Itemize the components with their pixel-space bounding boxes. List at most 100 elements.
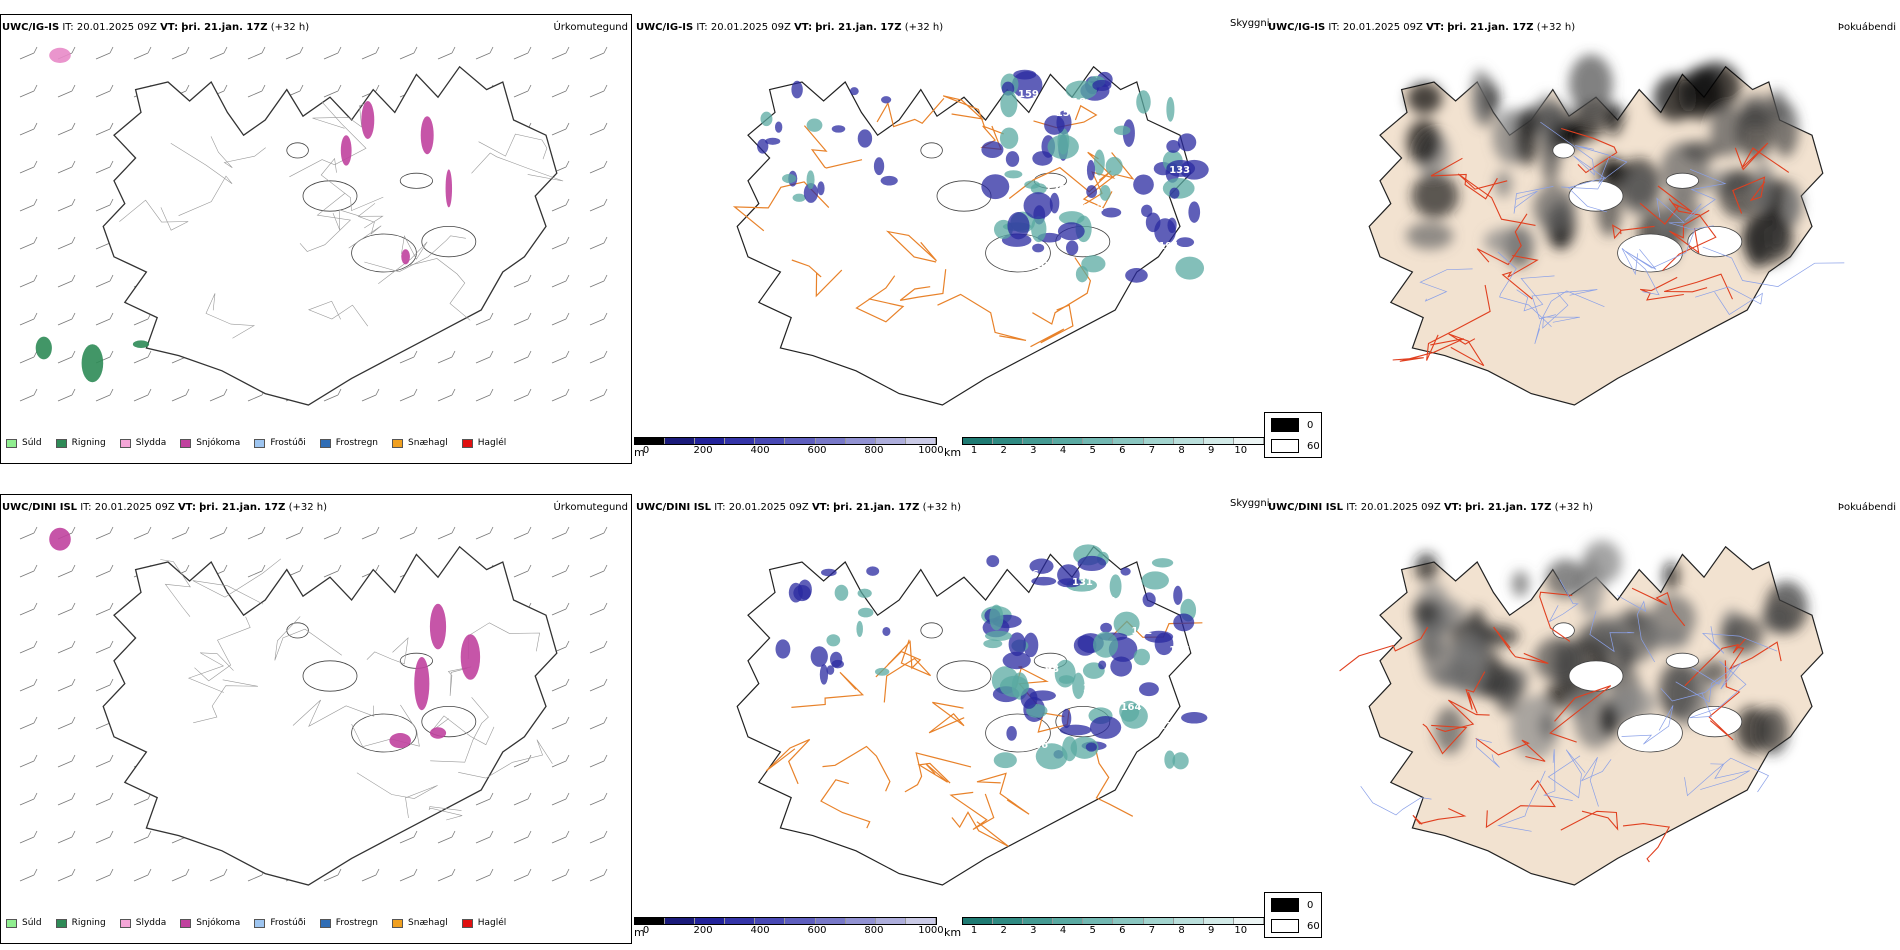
- wind-barb: [323, 532, 339, 540]
- legend-item: Frostregn: [319, 918, 378, 928]
- wind-barb: [513, 836, 529, 844]
- precip-area: [445, 169, 453, 208]
- cloudbase-value-label: 18: [1072, 97, 1086, 108]
- legend-label: Haglél: [477, 438, 507, 448]
- legend-label: Frostregn: [335, 438, 379, 448]
- colorbar-tick-label: 6: [1119, 445, 1126, 456]
- colorbar-cell: [635, 438, 666, 444]
- colorbar-cell: [875, 438, 906, 444]
- precip-map-top: [19, 46, 608, 406]
- wind-barb: [95, 646, 111, 654]
- cloudbase-value-label: 13: [1158, 721, 1172, 732]
- wind-barb: [399, 52, 415, 60]
- wind-barb: [589, 166, 605, 174]
- wind-barb: [19, 280, 35, 288]
- fog-map-bottom: [1339, 540, 1824, 886]
- colorbar-tick-label: 1000: [918, 925, 944, 936]
- coastline: [736, 545, 1192, 886]
- wind-barb: [133, 836, 149, 844]
- valid-label: VT:: [811, 502, 830, 513]
- wind-barb: [95, 874, 111, 882]
- cloudbase-value-label: 62: [942, 858, 956, 869]
- panel-label-cloud-top: Skyggni: [1230, 18, 1270, 29]
- wind-barb: [589, 394, 605, 402]
- wind-barb: [551, 722, 567, 730]
- panel-title-cloud-bottom: UWC/DINI ISL IT: 20.01.2025 09Z VT: þri.…: [636, 502, 961, 513]
- iceland-map: [19, 526, 608, 886]
- coastline: [102, 65, 558, 406]
- wind-barb: [551, 608, 567, 616]
- fog-panel-bottom: [1266, 494, 1900, 944]
- cloudbase-colorbar-top: 0 200 400 600 800 1000: [634, 437, 944, 457]
- fog-legend-row: 0: [1271, 418, 1313, 432]
- colorbar-cell: [845, 918, 876, 924]
- wind-barb: [513, 532, 529, 540]
- legend-label: Frostúði: [270, 438, 306, 448]
- valid-label: VT:: [794, 22, 813, 33]
- wind-barb: [19, 318, 35, 326]
- wind-barb: [57, 318, 73, 326]
- colorbar-tick-label: 600: [807, 445, 827, 456]
- wind-barb: [437, 532, 453, 540]
- colorbar-tick-label: 7: [1148, 925, 1156, 936]
- wind-barb: [513, 874, 529, 882]
- fog-legend-top: 0 60: [1264, 412, 1322, 458]
- model-name: UWC/DINI ISL: [636, 502, 712, 513]
- colorbar-cell: [815, 438, 846, 444]
- wind-barb: [551, 684, 567, 692]
- wind-barb: [323, 90, 339, 98]
- wind-barb: [475, 798, 491, 806]
- wind-barb: [551, 874, 567, 882]
- colorbar-cell: [755, 438, 786, 444]
- cloudbase-value-label: 191: [1158, 241, 1179, 252]
- wind-barb: [475, 52, 491, 60]
- legend-item: Haglél: [461, 438, 507, 448]
- wind-barb: [475, 318, 491, 326]
- legend-swatch: [55, 918, 67, 928]
- colorbar-cell: [905, 918, 936, 924]
- wind-barb: [551, 836, 567, 844]
- wind-barb: [247, 570, 263, 578]
- legend-item: Frostregn: [319, 438, 379, 448]
- precip-area: [414, 657, 430, 711]
- wind-barb: [589, 532, 605, 540]
- coastline: [102, 545, 558, 886]
- wind-barb: [95, 684, 111, 692]
- legend-item: Snæhagl: [392, 918, 448, 928]
- cloudbase-value-label: 112: [1083, 683, 1104, 694]
- cloudbase-value-label: 116: [1131, 146, 1152, 157]
- cloudbase-value-label: 111: [1094, 127, 1115, 138]
- wind-barb: [133, 394, 149, 402]
- colorbar-tick-label: 3: [1030, 925, 1037, 936]
- wind-barb: [513, 280, 529, 288]
- panel-title-precip-bottom: UWC/DINI ISL IT: 20.01.2025 09Z VT: þri.…: [2, 502, 327, 513]
- colorbar-cell: [725, 918, 756, 924]
- wind-barb: [551, 90, 567, 98]
- panel-title-fog-top: UWC/IG-IS IT: 20.01.2025 09Z VT: þri. 21…: [1268, 22, 1575, 33]
- colorbar-tick-label: 10: [1234, 925, 1248, 936]
- valid-label: VT:: [1426, 22, 1445, 33]
- colorbar-tick-label: 0: [642, 445, 650, 456]
- precip-area: [401, 249, 410, 265]
- fog-legend-swatch: [1271, 898, 1299, 912]
- wind-barb: [323, 874, 339, 882]
- wind-barb: [323, 394, 339, 402]
- wind-barb: [437, 52, 453, 60]
- wind-barb: [247, 52, 263, 60]
- colorbar-cell: [1143, 438, 1174, 444]
- wind-barb: [513, 356, 529, 364]
- colorbar-cell: [1023, 438, 1054, 444]
- legend-swatch: [119, 438, 131, 448]
- wind-barb: [589, 280, 605, 288]
- cloudbase-panel-bottom: 136 31 12 162 144 98 112 164 13 86 131 158 102 62: [634, 494, 1264, 944]
- wind-barb: [57, 608, 73, 616]
- wind-barb: [19, 798, 35, 806]
- wind-barb: [95, 722, 111, 730]
- colorbar-ticks: 0 200 400 600 800 1000: [634, 445, 944, 457]
- precip-legend: Súld Rigning Slydda Snjókoma Frostúði Frostre…: [6, 438, 520, 448]
- visibility-unit-top: km: [944, 446, 962, 459]
- wind-barb: [589, 608, 605, 616]
- wind-barb: [95, 394, 111, 402]
- colorbar-ticks: 1 2 3 4 5 6 7 8 9 10: [962, 925, 1265, 937]
- legend-label: Súld: [22, 438, 42, 448]
